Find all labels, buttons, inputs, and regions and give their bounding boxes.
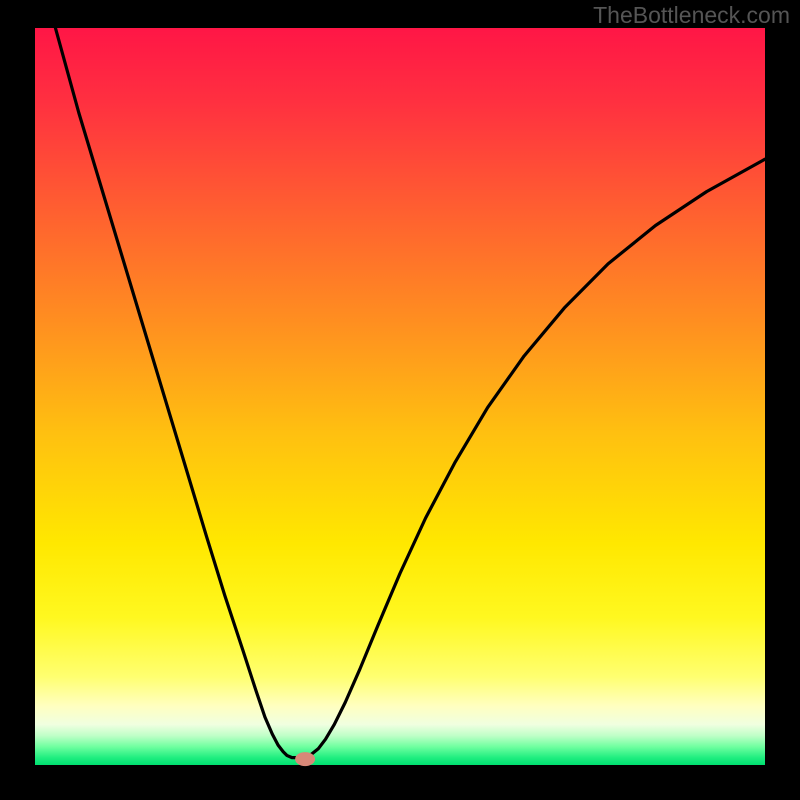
chart-container: TheBottleneck.com bbox=[0, 0, 800, 800]
bottleneck-chart bbox=[0, 0, 800, 800]
chart-background bbox=[35, 28, 765, 765]
sweet-spot-marker bbox=[295, 752, 315, 766]
watermark-text: TheBottleneck.com bbox=[593, 2, 790, 29]
